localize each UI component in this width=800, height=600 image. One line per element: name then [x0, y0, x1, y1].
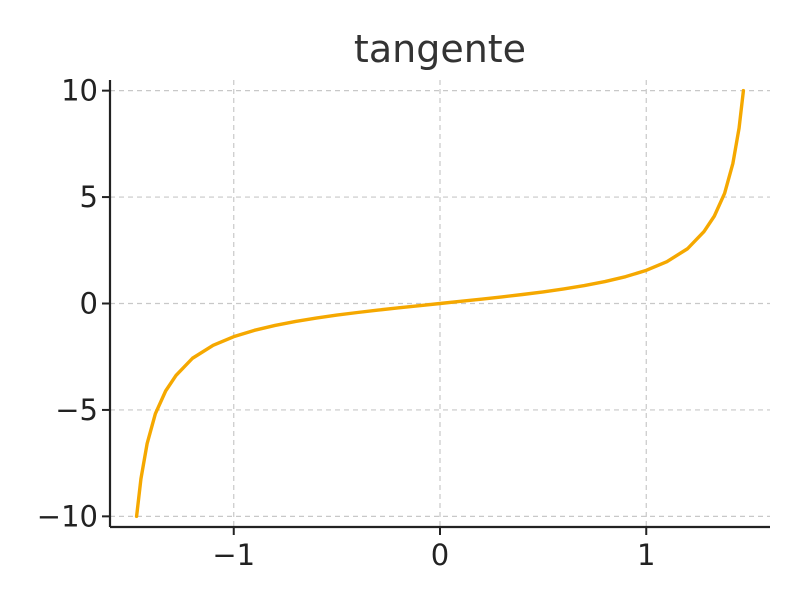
- y-tick-label: −5: [55, 393, 98, 427]
- tangent-series-line: [134, 88, 746, 519]
- y-tick-label: −10: [37, 499, 98, 533]
- grid: [110, 80, 770, 527]
- x-tick-label: −1: [212, 538, 255, 572]
- y-tick-label: 10: [61, 74, 98, 108]
- x-tick-label: 1: [637, 538, 655, 572]
- series-layer: [134, 88, 746, 519]
- y-tick-label: 5: [80, 180, 98, 214]
- y-tick-label: 0: [80, 287, 98, 321]
- x-tick-label: 0: [431, 538, 449, 572]
- chart-title: tangente: [354, 27, 526, 71]
